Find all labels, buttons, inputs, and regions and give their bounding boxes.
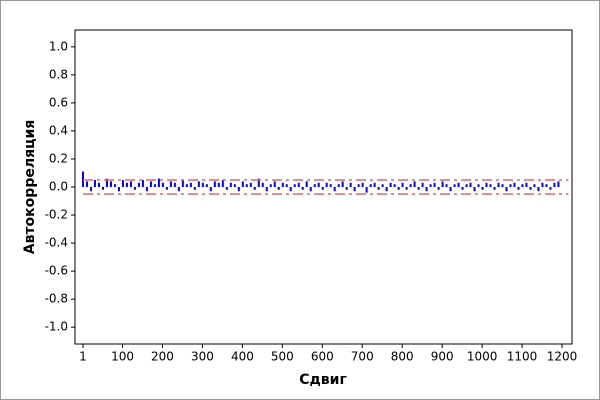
x-tick-label: 400 <box>231 350 254 364</box>
y-tick-label: -0.6 <box>45 264 68 278</box>
y-tick-label: -0.4 <box>45 236 68 250</box>
x-tick-label: 800 <box>391 350 414 364</box>
y-tick-label: 0.8 <box>49 67 68 81</box>
y-tick-label: 0.2 <box>49 151 68 165</box>
x-tick-label: 1000 <box>467 350 498 364</box>
x-tick-label: 300 <box>191 350 214 364</box>
x-tick-label: 200 <box>151 350 174 364</box>
x-tick-label: 600 <box>311 350 334 364</box>
x-tick-label: 100 <box>111 350 134 364</box>
x-axis-label: Сдвиг <box>299 372 347 388</box>
y-tick-label: -0.8 <box>45 292 68 306</box>
x-tick-label: 500 <box>271 350 294 364</box>
x-tick-label: 1100 <box>507 350 538 364</box>
y-axis-label: Автокорреляция <box>22 120 38 255</box>
y-tick-label: 0.0 <box>49 180 68 194</box>
y-tick-label: -1.0 <box>45 320 68 334</box>
y-tick-label: 1.0 <box>49 39 68 53</box>
y-tick-label: 0.4 <box>49 123 68 137</box>
x-tick-label: 1200 <box>547 350 578 364</box>
y-tick-label: 0.6 <box>49 95 68 109</box>
x-tick-label: 700 <box>351 350 374 364</box>
x-tick-label: 900 <box>431 350 454 364</box>
y-tick-label: -0.2 <box>45 208 68 222</box>
x-tick-label: 1 <box>79 350 87 364</box>
